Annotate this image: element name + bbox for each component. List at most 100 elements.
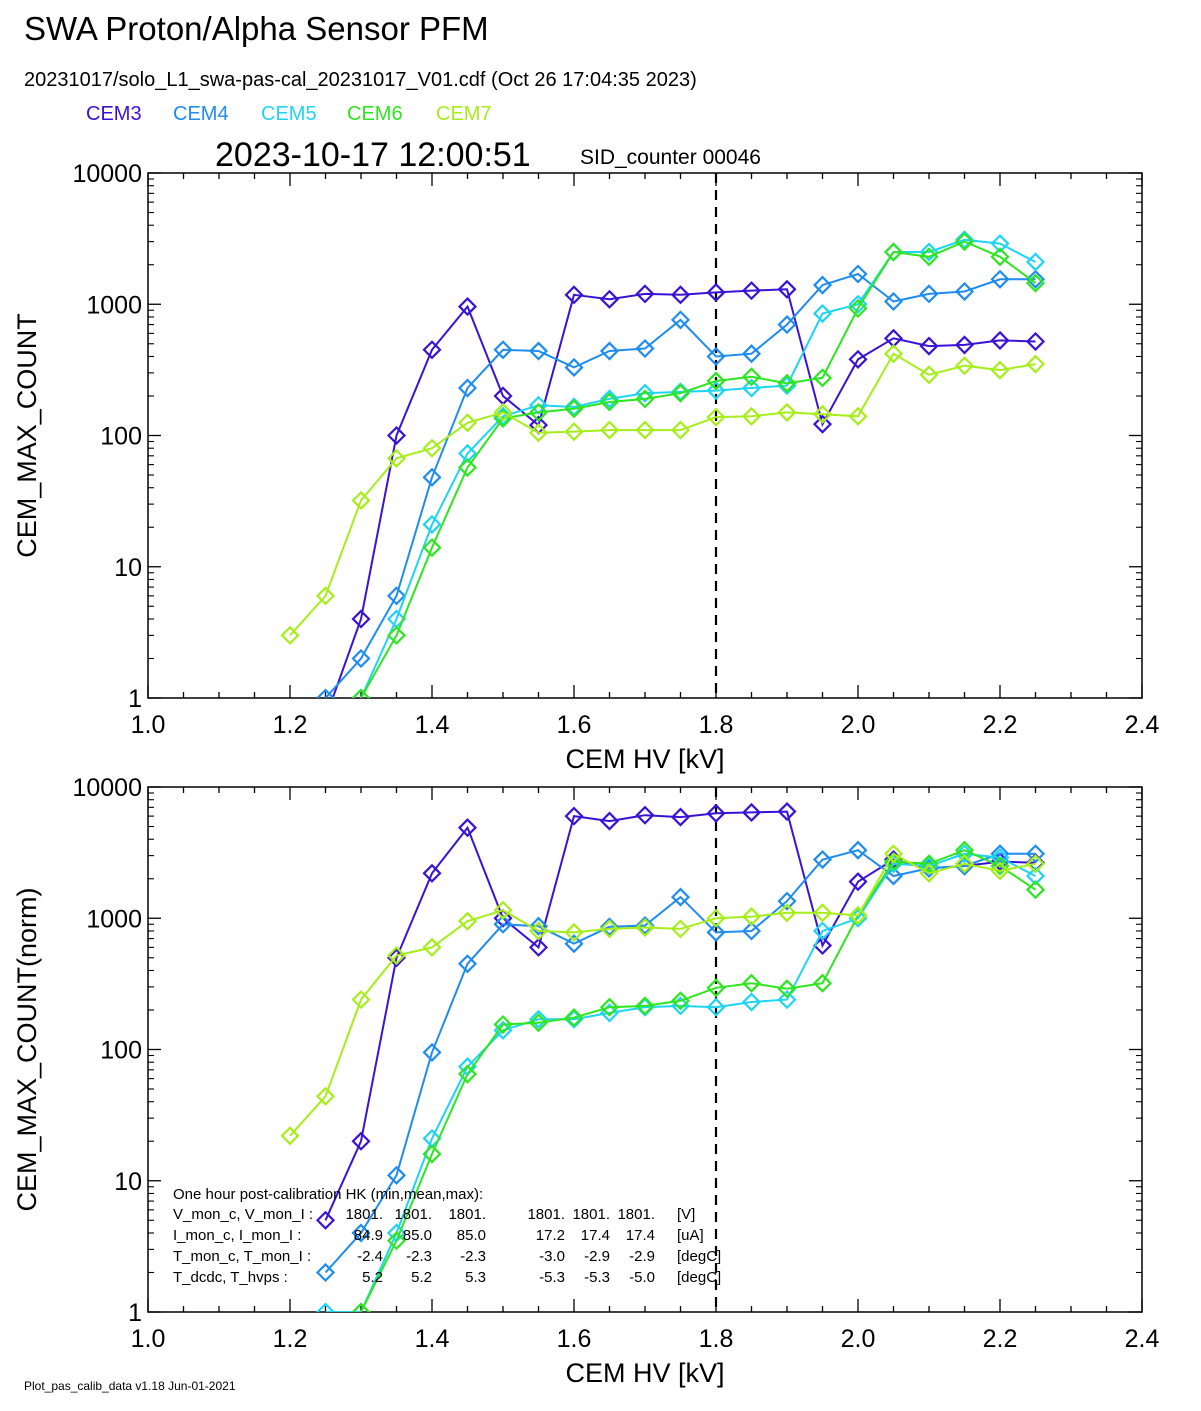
bottom-point-cem3 [635, 805, 655, 825]
top-point-cem7 [706, 407, 726, 427]
top-point-cem4 [812, 275, 833, 295]
top-point-cem6 [599, 392, 620, 412]
bottom-point-cem6 [493, 1014, 513, 1035]
bottom-point-cem7 [848, 905, 868, 926]
top-point-cem7 [386, 448, 407, 468]
bottom-point-cem4 [457, 954, 478, 974]
bottom-point-cem3 [741, 802, 762, 822]
hk-value: 1801. [448, 1206, 486, 1223]
top-plot-frame [147, 172, 1143, 699]
top-series-line-cem7 [289, 352, 1036, 637]
top-point-cem3 [351, 609, 371, 629]
top-point-cem5 [457, 443, 478, 463]
top-y-tick-label: 10 [114, 554, 142, 582]
top-point-cem3 [741, 281, 762, 301]
top-point-cem6 [386, 625, 407, 645]
bottom-point-cem4 [848, 840, 868, 860]
bottom-point-cem7 [599, 919, 620, 939]
bottom-point-cem6 [351, 1302, 371, 1312]
bottom-point-cem7 [351, 990, 371, 1010]
hk-value: -2.9 [584, 1248, 610, 1265]
bottom-point-cem6 [457, 1064, 478, 1084]
top-point-cem6 [812, 368, 833, 388]
bottom-point-cem5 [954, 844, 975, 864]
legend: CEM3 CEM4 CEM5 CEM6 CEM7 [86, 103, 492, 125]
top-point-cem6 [919, 247, 939, 267]
bottom-point-cem7 [564, 922, 584, 942]
bottom-x-tick-label: 2.4 [1125, 1325, 1160, 1353]
bottom-point-cem7 [1025, 854, 1046, 874]
hk-value: -5.3 [539, 1269, 565, 1286]
timestamp: 2023-10-17 12:00:51 [215, 136, 531, 174]
bottom-point-cem6 [422, 1144, 442, 1164]
bottom-point-cem4 [422, 1042, 442, 1062]
top-y-tick-label: 100 [100, 423, 142, 451]
hk-value: -3.0 [539, 1248, 565, 1265]
bottom-point-cem6 [777, 979, 797, 999]
bottom-point-cem7 [777, 903, 797, 923]
top-series-line-cem3 [331, 288, 1036, 698]
hk-value: -2.4 [357, 1248, 383, 1265]
bottom-point-cem6 [528, 1013, 549, 1033]
bottom-y-tick-label: 10 [114, 1168, 142, 1196]
top-y-tick-label: 1 [128, 685, 142, 713]
bottom-point-cem4 [706, 922, 726, 942]
top-point-cem6 [670, 383, 691, 403]
top-point-cem4 [706, 346, 726, 367]
hk-value: 5.3 [465, 1269, 486, 1286]
top-point-cem4 [351, 648, 371, 669]
hk-value: 85.0 [457, 1227, 486, 1244]
top-x-tick-label: 1.2 [273, 711, 308, 739]
hk-unit: [uA] [677, 1227, 704, 1244]
bottom-x-tick-label: 2.0 [841, 1325, 876, 1353]
top-point-cem3 [457, 297, 478, 317]
top-point-cem4 [422, 467, 442, 487]
top-point-cem5 [564, 397, 584, 417]
bottom-point-cem7 [670, 919, 691, 939]
top-point-cem4 [919, 284, 939, 304]
hk-value: 1801. [345, 1206, 383, 1223]
bottom-series-line-cem4 [324, 849, 1036, 1274]
bottom-point-cem3 [706, 803, 726, 823]
top-point-cem7 [315, 586, 336, 606]
top-y-tick-label: 10000 [72, 160, 142, 188]
bottom-point-cem3 [777, 801, 797, 822]
hk-value: 1801. [617, 1206, 655, 1223]
sid-counter: SID_counter 00046 [580, 146, 761, 169]
bottom-point-cem4 [493, 914, 513, 934]
bottom-point-cem4 [741, 921, 762, 941]
top-point-cem4 [670, 310, 691, 330]
bottom-point-cem5 [1025, 866, 1046, 886]
bottom-point-cem7 [386, 945, 407, 966]
bottom-y-tick-label: 1 [128, 1299, 142, 1327]
top-point-cem6 [564, 399, 584, 419]
bottom-x-tick-label: 1.2 [273, 1325, 308, 1353]
footer-version: Plot_pas_calib_data v1.18 Jun-01-2021 [24, 1379, 236, 1393]
bottom-point-cem6 [990, 856, 1010, 876]
top-point-cem5 [919, 242, 939, 262]
top-point-cem3 [386, 425, 407, 446]
top-point-cem7 [280, 625, 300, 645]
bottom-series-line-cem6 [360, 849, 1037, 1312]
top-point-cem6 [883, 242, 904, 262]
top-point-cem4 [883, 291, 904, 312]
bottom-point-cem6 [706, 978, 726, 998]
top-point-cem6 [457, 457, 478, 478]
top-point-cem4 [315, 688, 336, 698]
bottom-point-cem4 [635, 915, 655, 936]
top-point-cem5 [1025, 252, 1046, 272]
hk-title: One hour post-calibration HK (min,mean,m… [173, 1186, 483, 1203]
bottom-series-line-cem7 [289, 852, 1036, 1137]
bottom-point-cem5 [741, 992, 762, 1012]
top-point-cem5 [635, 383, 655, 403]
hk-value: 17.2 [536, 1227, 565, 1244]
top-point-cem7 [457, 413, 478, 433]
bottom-point-cem3 [528, 937, 549, 957]
hk-value: -2.9 [629, 1248, 655, 1265]
bottom-x-tick-label: 1.0 [131, 1325, 166, 1353]
bottom-point-cem6 [635, 996, 655, 1016]
top-point-cem7 [812, 404, 833, 424]
top-point-cem4 [777, 315, 797, 335]
top-point-cem3 [706, 282, 726, 303]
